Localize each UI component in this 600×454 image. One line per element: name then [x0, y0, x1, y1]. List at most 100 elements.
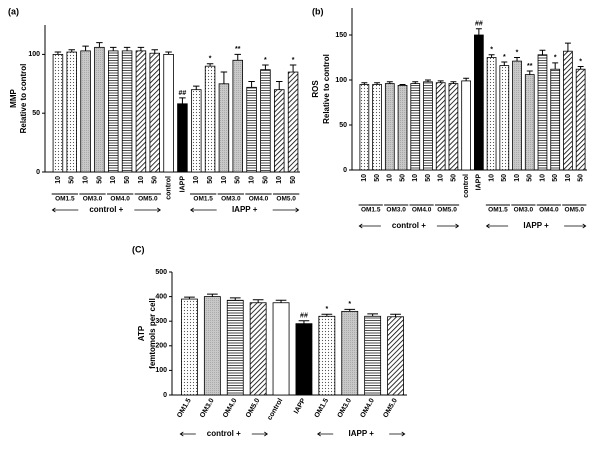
bracket-arrow: [564, 223, 587, 229]
bar: [384, 83, 395, 171]
y-axis-label: femtomols per cell: [148, 298, 157, 369]
y-tick-label: 0: [36, 169, 40, 176]
x-tick-label: 10: [412, 174, 419, 182]
error-bar: [82, 45, 89, 51]
x-tick-label: 50: [124, 176, 131, 184]
x-tick-label: 50: [527, 174, 534, 182]
y-axis-label: ATP: [137, 325, 146, 341]
error-bar: [425, 79, 431, 82]
x-tick-label: 50: [207, 176, 214, 184]
significance-label: ##: [475, 21, 483, 28]
y-tick-label: 100: [155, 367, 167, 374]
x-tick-label: 50: [96, 176, 103, 184]
x-tick-label: OM1.5: [176, 397, 193, 419]
bar: [423, 81, 433, 171]
x-tick-label: 50: [69, 176, 76, 184]
bar: [387, 316, 404, 396]
bar: [448, 83, 459, 171]
error-bar: [54, 51, 62, 55]
significance-label: *: [503, 54, 506, 61]
y-tick-label: 300: [155, 318, 167, 325]
bracket-arrow: [358, 223, 381, 229]
error-bar: [289, 64, 297, 73]
bracket-label: IAPP +: [232, 205, 258, 214]
group-label: OM4.0: [539, 207, 559, 214]
x-tick-label: 50: [425, 174, 432, 182]
group-label: OM1.5: [193, 196, 213, 203]
x-tick-label: 50: [552, 174, 559, 182]
x-tick-label: 50: [235, 176, 242, 184]
bar: [272, 302, 290, 396]
bracket-label: IAPP +: [348, 429, 374, 438]
bracket-arrow: [485, 223, 509, 229]
bar: [249, 302, 267, 396]
error-bar: [321, 313, 333, 317]
error-bar: [475, 28, 482, 35]
x-tick-label: 10: [82, 176, 89, 184]
x-tick-label: 50: [290, 176, 297, 184]
bar: [218, 83, 230, 173]
y-tick-label: 400: [155, 293, 167, 300]
bracket-arrow: [436, 223, 460, 229]
error-bar: [248, 80, 255, 88]
panel-label: (b): [312, 6, 324, 16]
bar: [163, 54, 174, 173]
x-tick-label: 10: [488, 174, 495, 182]
x-tick-label: 10: [438, 174, 445, 182]
group-label: OM5.0: [565, 207, 585, 214]
bracket-arrow: [51, 207, 79, 213]
significance-label: *: [579, 58, 582, 65]
bar: [486, 57, 497, 171]
significance-label: **: [235, 46, 241, 53]
bar: [274, 89, 285, 173]
error-bar: [463, 77, 470, 81]
bar: [295, 323, 313, 396]
group-label: OM1.5: [55, 196, 75, 203]
error-bar: [386, 81, 393, 84]
x-tick-label: 10: [361, 174, 368, 182]
bar: [461, 80, 471, 171]
x-tick-label: IAPP: [179, 176, 186, 193]
bar: [246, 86, 257, 173]
x-tick-label: control: [266, 397, 284, 421]
bar: [550, 68, 561, 171]
error-bar: [399, 84, 406, 86]
group-label: OM4.0: [249, 196, 269, 203]
bar: [512, 60, 522, 171]
error-bar: [367, 313, 378, 317]
error-bar: [577, 66, 584, 70]
error-bar: [234, 53, 241, 61]
x-tick-label: OM5.0: [382, 397, 399, 419]
significance-label: *: [209, 56, 212, 63]
x-tick-label: 10: [248, 176, 255, 184]
error-bar: [514, 57, 520, 62]
x-tick-label: OM4.0: [359, 397, 376, 419]
y-tick-label: 200: [155, 343, 167, 350]
error-bar: [298, 320, 310, 324]
y-axis-label: Relative to control: [19, 64, 28, 134]
x-tick-label: 50: [152, 176, 159, 184]
error-bar: [96, 42, 103, 48]
bar: [260, 69, 271, 173]
significance-label: ##: [179, 90, 187, 97]
error-bar: [207, 293, 218, 297]
x-tick-label: 50: [399, 174, 406, 182]
group-label: OM3.0: [386, 207, 406, 214]
group-label: OM4.0: [110, 196, 130, 203]
x-tick-label: 10: [565, 174, 572, 182]
y-axis-label: Relative to control: [322, 54, 331, 124]
bar: [287, 71, 299, 173]
y-axis-label: MMP: [9, 89, 18, 108]
significance-label: *: [325, 306, 328, 313]
error-bar: [276, 80, 283, 90]
bar: [177, 103, 188, 173]
error-bar: [151, 49, 158, 54]
error-bar: [137, 46, 145, 51]
y-axis-label: ROS: [311, 80, 320, 98]
x-tick-label: 10: [55, 176, 62, 184]
x-tick-label: 10: [193, 176, 200, 184]
y-tick-label: 150: [335, 32, 347, 39]
error-bar: [390, 313, 401, 317]
bar: [108, 50, 119, 173]
x-tick-label: IAPP: [476, 174, 483, 191]
